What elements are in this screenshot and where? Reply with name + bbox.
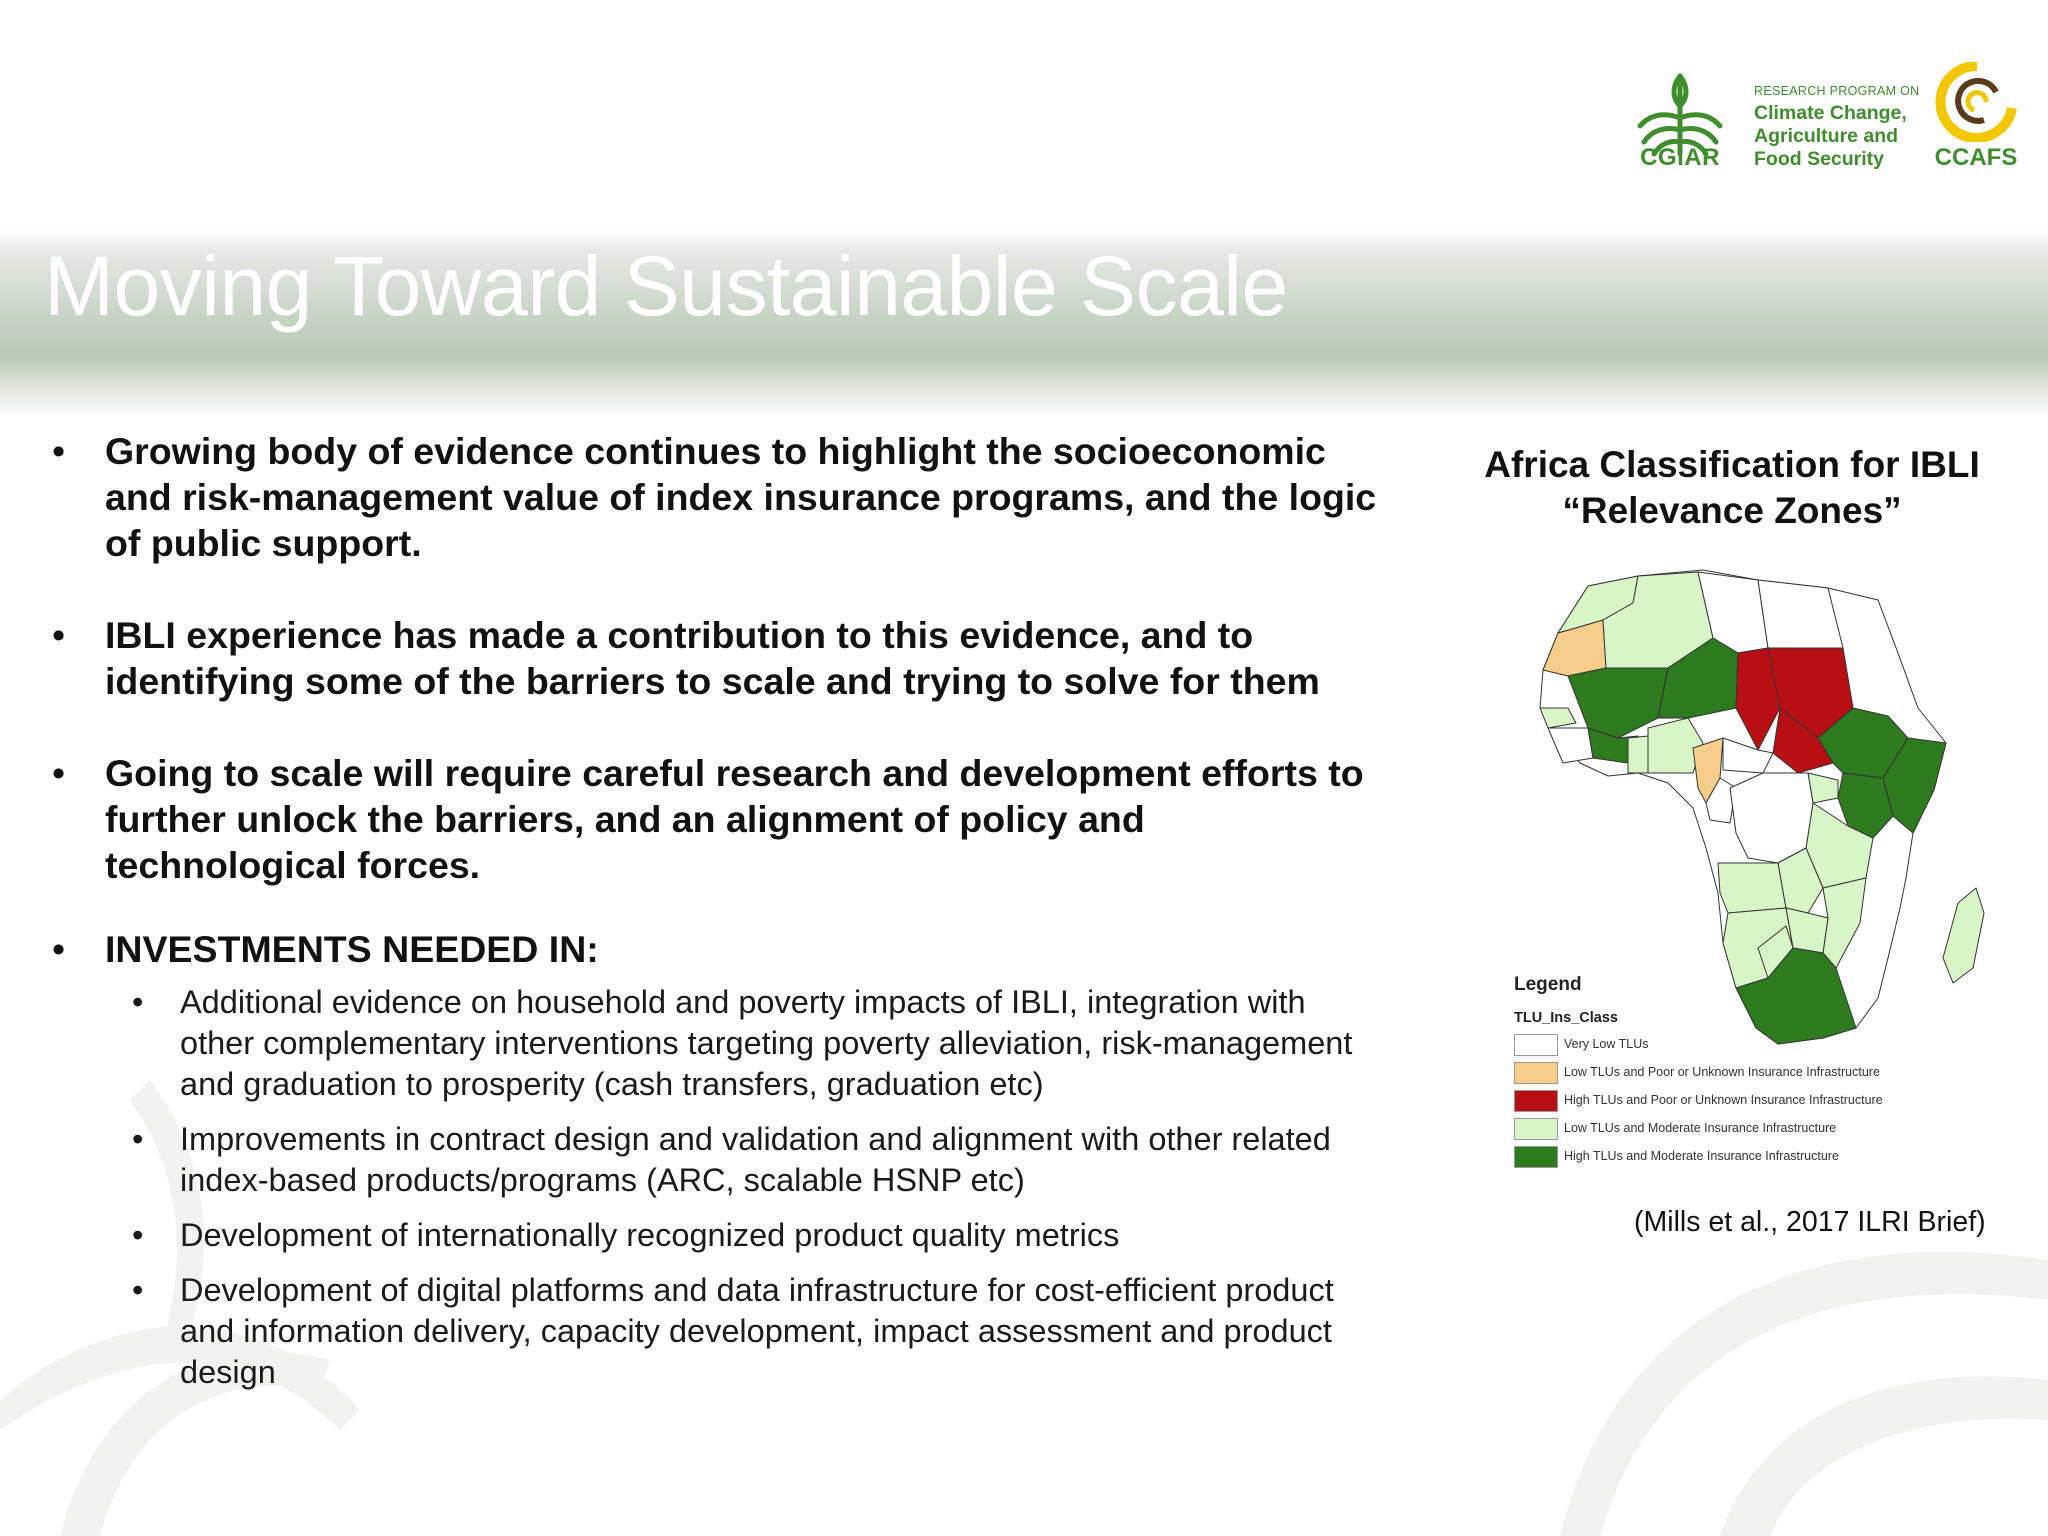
bullet-marker: • — [52, 430, 66, 472]
africa-map — [1539, 569, 1985, 1045]
ccafs-program-name: RESEARCH PROGRAM ON Climate Change, Agri… — [1754, 84, 1924, 171]
bullet-text: Going to scale will require careful rese… — [105, 752, 1364, 886]
sub-bullet-marker: • — [132, 984, 144, 1020]
investments-heading: • INVESTMENTS NEEDED IN: — [52, 926, 1382, 972]
cgiar-logo-text: CGIAR — [1640, 144, 1720, 171]
sub-bullet-marker: • — [132, 1217, 144, 1253]
bullet-text: IBLI experience has made a contribution … — [105, 614, 1320, 702]
region-car — [1722, 737, 1774, 774]
program-label: RESEARCH PROGRAM ON — [1754, 84, 1920, 98]
bullet-marker: • — [52, 928, 66, 970]
bullet-marker: • — [52, 752, 66, 794]
map-title-line-1: Africa Classification for IBLI — [1484, 444, 1980, 485]
investment-item: • Additional evidence on household and p… — [52, 982, 1382, 1105]
legend-swatch — [1514, 1034, 1558, 1056]
legend-label: Low TLUs and Moderate Insurance Infrastr… — [1564, 1121, 1837, 1135]
bullet-item: • IBLI experience has made a contributio… — [52, 612, 1382, 704]
citation: (Mills et al., 2017 ILRI Brief) — [1634, 1206, 1986, 1238]
program-line-3: Food Security — [1754, 148, 1885, 170]
investment-item: • Improvements in contract design and va… — [52, 1119, 1382, 1201]
investment-text: Improvements in contract design and vali… — [180, 1121, 1331, 1198]
investment-text: Development of internationally recognize… — [180, 1217, 1120, 1253]
partner-logos: CGIAR RESEARCH PROGRAM ON Climate Change… — [1622, 52, 2022, 182]
region-guinea — [1547, 727, 1594, 764]
bullet-list: • Growing body of evidence continues to … — [52, 428, 1382, 1407]
legend-swatch — [1514, 1062, 1558, 1084]
region-chad — [1735, 647, 1781, 751]
africa-map-figure: Legend TLU_Ins_Class Very Low TLUs Low T… — [1488, 558, 2000, 1178]
legend-label: Very Low TLUs — [1564, 1037, 1649, 1051]
legend-swatch — [1514, 1090, 1558, 1112]
bullet-text: Growing body of evidence continues to hi… — [105, 430, 1377, 564]
legend-label: Low TLUs and Poor or Unknown Insurance I… — [1564, 1065, 1880, 1079]
region-zambia — [1777, 847, 1824, 914]
legend-label: High TLUs and Poor or Unknown Insurance … — [1564, 1093, 1883, 1107]
legend-swatch — [1514, 1146, 1558, 1168]
investment-item: • Development of internationally recogni… — [52, 1215, 1382, 1256]
region-ghana-togo — [1627, 735, 1649, 774]
sub-bullet-marker: • — [132, 1121, 144, 1157]
map-title: Africa Classification for IBLI “Relevanc… — [1462, 442, 2002, 534]
legend-label: High TLUs and Moderate Insurance Infrast… — [1564, 1149, 1839, 1163]
investment-text: Development of digital platforms and dat… — [180, 1272, 1334, 1390]
background-leaf-watermark — [0, 1080, 2048, 1536]
legend-class-label: TLU_Ins_Class — [1514, 1010, 1618, 1026]
investment-item: • Development of digital platforms and d… — [52, 1270, 1382, 1393]
region-south-africa — [1735, 947, 1857, 1045]
bullet-item: • Going to scale will require careful re… — [52, 750, 1382, 888]
slide-title: Moving Toward Sustainable Scale — [44, 239, 1288, 333]
bullet-marker: • — [52, 614, 66, 656]
legend-swatch — [1514, 1118, 1558, 1140]
cgiar-wheat-icon — [1637, 73, 1723, 157]
title-band — [0, 228, 2048, 418]
region-madagascar — [1942, 887, 1985, 984]
region-western-sahara — [1542, 619, 1607, 677]
ccafs-logo-text: CCAFS — [1934, 144, 2018, 171]
region-senegal — [1539, 707, 1577, 729]
region-south-sudan — [1772, 707, 1834, 774]
investments-list: • Additional evidence on household and p… — [52, 982, 1382, 1393]
legend-title: Legend — [1514, 974, 1582, 995]
program-line-1: Climate Change, — [1754, 102, 1907, 124]
ccafs-swirl-icon — [1935, 62, 2017, 142]
investment-text: Additional evidence on household and pov… — [180, 984, 1353, 1102]
investments-heading-text: INVESTMENTS NEEDED IN: — [105, 928, 599, 970]
map-title-line-2: “Relevance Zones” — [1562, 490, 1902, 531]
program-line-2: Agriculture and — [1754, 125, 1899, 147]
bullet-item: • Growing body of evidence continues to … — [52, 428, 1382, 566]
sub-bullet-marker: • — [132, 1272, 144, 1308]
region-angola — [1717, 862, 1787, 914]
